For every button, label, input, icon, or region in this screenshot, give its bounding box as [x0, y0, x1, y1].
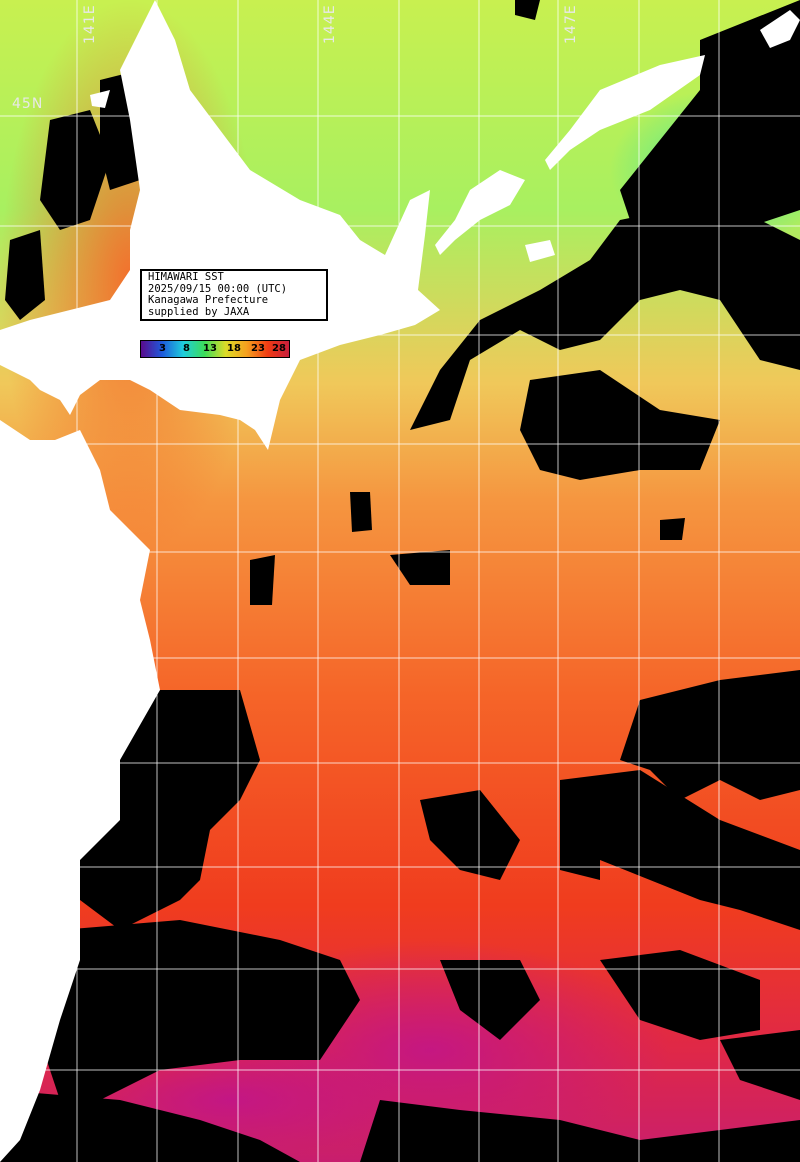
- legend-tick-3: 3: [159, 343, 166, 354]
- lon-label-147: 147E: [563, 4, 579, 44]
- legend-tick-13: 13: [203, 343, 217, 354]
- info-datetime: 2025/09/15 00:00 (UTC): [148, 282, 288, 295]
- legend-color-ramp: [141, 341, 289, 357]
- info-prefecture: Kanagawa Prefecture: [148, 294, 269, 306]
- legend-tick-8: 8: [183, 343, 190, 354]
- lon-label-144: 144E: [322, 4, 338, 44]
- info-box: HIMAWARI SST 2025/09/15 00:00 (UTC) Kana…: [140, 269, 328, 321]
- lon-label-141: 141E: [82, 4, 98, 44]
- legend-tick-28: 28: [272, 343, 286, 354]
- legend-tick-23: 23: [251, 343, 265, 354]
- lat-label-45: 45N: [12, 96, 44, 112]
- info-title: HIMAWARI SST: [148, 271, 224, 283]
- info-supplier: supplied by JAXA: [148, 305, 250, 318]
- legend-tick-18: 18: [227, 343, 241, 354]
- temperature-legend: 3 8 13 18 23 28: [140, 340, 290, 358]
